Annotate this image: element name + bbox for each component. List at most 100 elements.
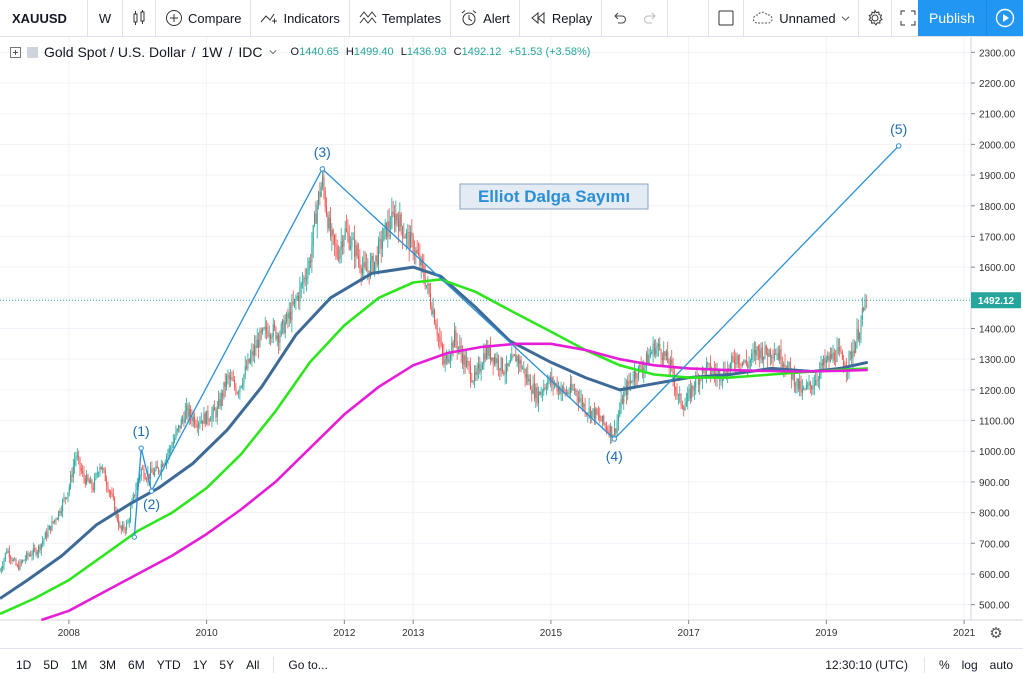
- candle-body: [841, 351, 843, 360]
- candle-body: [20, 561, 22, 563]
- range-button-6m[interactable]: 6M: [128, 657, 145, 672]
- compare-button[interactable]: Compare: [156, 0, 252, 37]
- candle-body: [334, 234, 336, 244]
- open-value: 1440.65: [299, 46, 339, 58]
- candle-body: [420, 258, 422, 266]
- wave-point[interactable]: [319, 166, 325, 172]
- chevron-down-icon: [841, 15, 850, 21]
- candle-body: [184, 410, 186, 423]
- candle-body: [347, 231, 349, 234]
- candle-body: [429, 293, 431, 307]
- expand-icon[interactable]: [10, 46, 21, 58]
- range-button-1d[interactable]: 1D: [16, 657, 32, 672]
- symbol-search[interactable]: XAUUSD: [0, 0, 88, 37]
- candle-body: [613, 428, 615, 436]
- range-button-ytd[interactable]: YTD: [156, 657, 181, 672]
- candle-body: [36, 552, 38, 555]
- candle-body: [204, 413, 206, 425]
- candle-body: [166, 456, 168, 463]
- settings-button[interactable]: [859, 0, 892, 37]
- candle-body: [70, 474, 72, 487]
- candle-body: [30, 554, 32, 556]
- candle-body: [428, 283, 430, 294]
- candle-body: [697, 376, 699, 385]
- candle-body: [375, 255, 377, 262]
- candle-body: [432, 310, 434, 315]
- alert-button[interactable]: Alert: [451, 0, 520, 37]
- templates-button[interactable]: Templates: [350, 0, 452, 37]
- replay-button[interactable]: Replay: [520, 0, 603, 37]
- candle-body: [247, 358, 249, 369]
- chevron-down-icon[interactable]: [269, 48, 277, 56]
- chart-area[interactable]: 500.00 600.00 700.00 800.00 900.00 1000.00 110…: [0, 37, 1023, 648]
- candle-body: [324, 190, 326, 207]
- auto-toggle[interactable]: auto: [989, 657, 1013, 672]
- candle-body: [314, 213, 316, 226]
- chart-style-button[interactable]: [123, 0, 156, 37]
- wave-point[interactable]: [611, 436, 617, 442]
- indicators-button[interactable]: Indicators: [251, 0, 350, 37]
- candle-body: [657, 344, 659, 347]
- layout-button[interactable]: Unnamed: [744, 0, 859, 37]
- candle-body: [271, 336, 273, 339]
- log-toggle[interactable]: log: [961, 657, 978, 672]
- undo-button[interactable]: [602, 0, 635, 37]
- candle-body: [215, 410, 217, 418]
- wave-point[interactable]: [131, 534, 137, 540]
- candle-body: [823, 357, 825, 366]
- price-axis[interactable]: [971, 37, 1023, 648]
- fullscreen-box-button[interactable]: [708, 0, 745, 37]
- ideas-stream-button[interactable]: [986, 0, 1023, 36]
- candle-body: [461, 353, 463, 365]
- redo-button[interactable]: [635, 0, 669, 37]
- y-tick-label: 700.00: [979, 539, 1010, 550]
- annotation-box[interactable]: [459, 183, 649, 210]
- range-button-3m[interactable]: 3M: [99, 657, 117, 672]
- candle-body: [664, 351, 666, 356]
- y-tick-label: 2300.00: [979, 48, 1016, 59]
- compare-label: Compare: [188, 10, 242, 26]
- wave-point[interactable]: [138, 445, 144, 451]
- candle-body: [318, 192, 320, 205]
- candle-body: [579, 399, 581, 402]
- candle-body: [492, 357, 494, 365]
- range-button-5y[interactable]: 5Y: [219, 657, 235, 672]
- candle-body: [724, 369, 726, 377]
- goto-button[interactable]: Go to...: [288, 657, 328, 672]
- candle-body: [202, 420, 204, 424]
- elliott-wave-line[interactable]: [133, 145, 900, 538]
- candle-body: [390, 228, 392, 229]
- range-button-1y[interactable]: 1Y: [192, 657, 208, 672]
- candle-body: [214, 407, 216, 411]
- candle-body: [471, 379, 473, 382]
- candle-body: [192, 416, 194, 422]
- candle-body: [744, 360, 746, 363]
- candle-body: [312, 225, 314, 246]
- publish-button[interactable]: Publish: [918, 0, 986, 36]
- axis-settings-gear-icon[interactable]: ⚙: [989, 625, 1002, 642]
- range-button-all[interactable]: All: [246, 657, 260, 672]
- percent-toggle[interactable]: %: [938, 657, 950, 672]
- candle-body: [206, 410, 208, 425]
- symbol-label: XAUUSD: [12, 10, 67, 26]
- candle-body: [279, 335, 281, 343]
- candle-body: [560, 390, 562, 394]
- candle-body: [376, 255, 378, 265]
- interval-button[interactable]: W: [88, 0, 123, 37]
- range-buttons: 1D 5D 1M 3M 6M YTD 1Y 5Y All: [0, 658, 265, 672]
- candle-body: [91, 480, 93, 489]
- range-button-1m[interactable]: 1M: [70, 657, 88, 672]
- interval-label: W: [98, 10, 112, 26]
- price-chart[interactable]: 500.00 600.00 700.00 800.00 900.00 1000.00 110…: [0, 37, 1023, 648]
- candle-body: [283, 320, 285, 334]
- candle-body: [647, 353, 649, 364]
- range-button-5d[interactable]: 5D: [43, 657, 59, 672]
- wave-point[interactable]: [148, 488, 155, 494]
- candle-body: [254, 345, 256, 356]
- clock-display[interactable]: 12:30:10 (UTC): [825, 657, 908, 672]
- candle-body: [170, 447, 172, 449]
- plus-circle-icon: [166, 10, 182, 26]
- candle-body: [244, 366, 246, 375]
- candle-body: [223, 381, 225, 397]
- wave-point[interactable]: [895, 143, 902, 149]
